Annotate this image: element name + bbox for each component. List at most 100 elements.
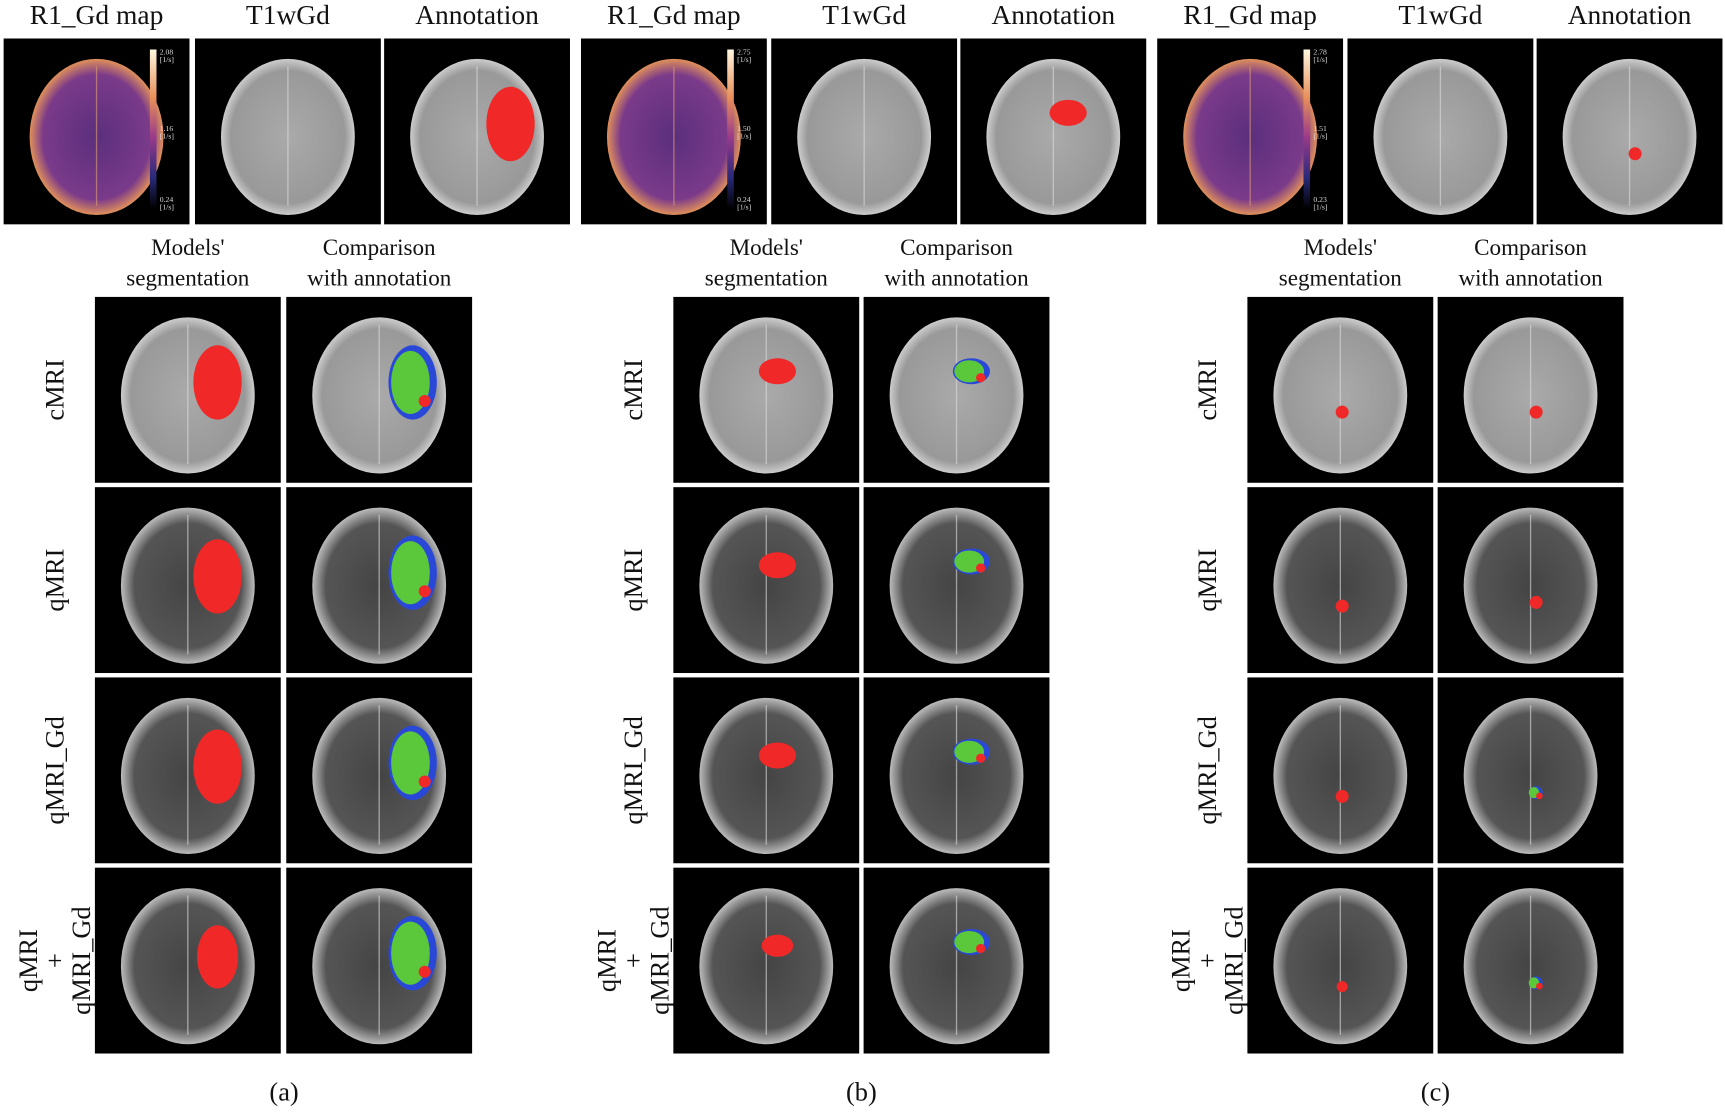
colorbar-tick: 0.23	[1313, 195, 1327, 204]
colorbar-unit: [1/s]	[160, 55, 174, 64]
mri-image	[194, 38, 381, 225]
mri-image	[286, 296, 473, 483]
row-label: qMRI_Gd	[40, 716, 70, 824]
tumor-mask	[193, 539, 242, 614]
image-label: Annotation	[1568, 0, 1692, 30]
colorbar-unit: [1/s]	[737, 132, 751, 141]
mri-image	[1437, 487, 1624, 674]
column-header: segmentation	[1279, 265, 1403, 291]
mri-image	[863, 677, 1050, 864]
image-label: R1_Gd map	[1183, 0, 1317, 30]
row-label: qMRI	[1192, 549, 1222, 612]
tumor-mask	[758, 742, 797, 769]
mri-image	[1347, 38, 1534, 225]
colorbar-unit: [1/s]	[160, 132, 174, 141]
tumor-mask	[197, 925, 239, 989]
false-positive	[1536, 792, 1543, 800]
colorbar-tick: 2.78	[1313, 48, 1327, 57]
false-positive	[418, 394, 431, 408]
mri-image	[673, 296, 860, 483]
mri-image	[673, 867, 860, 1054]
false-positive	[1536, 982, 1543, 990]
column-header: Comparison	[900, 234, 1013, 260]
column-header: with annotation	[1458, 265, 1603, 291]
column-header: Models'	[1304, 234, 1377, 260]
colorbar	[727, 49, 734, 209]
colorbar-tick: 1.16	[160, 124, 174, 133]
row-label: +	[1192, 953, 1222, 968]
row-label: qMRI	[1166, 929, 1196, 992]
image-label: T1wGd	[246, 0, 330, 30]
image-label: T1wGd	[822, 0, 906, 30]
column-header: segmentation	[705, 265, 829, 291]
row-label: cMRI	[618, 359, 648, 421]
image-label: Annotation	[415, 0, 539, 30]
false-positive	[418, 965, 431, 978]
colorbar-tick: 0.24	[160, 195, 174, 204]
tumor-mask	[193, 345, 242, 420]
mri-image	[1437, 677, 1624, 864]
mri-image	[384, 38, 570, 225]
tumor-mask	[758, 358, 797, 385]
mri-image	[286, 867, 473, 1054]
colorbar-tick: 1.51	[1313, 124, 1327, 133]
image-label: R1_Gd map	[607, 0, 741, 30]
column-header: with annotation	[307, 265, 452, 291]
colorbar-unit: [1/s]	[1313, 203, 1327, 212]
panel-caption: (c)	[1421, 1076, 1450, 1106]
tumor-mask	[761, 934, 794, 957]
mri-image	[1437, 867, 1624, 1054]
tumor-mask	[1529, 405, 1543, 419]
image-label: R1_Gd map	[30, 0, 164, 30]
colorbar-unit: [1/s]	[1313, 132, 1327, 141]
mri-image	[3, 38, 190, 225]
mri-image	[863, 296, 1050, 483]
row-label: qMRI	[592, 929, 622, 992]
colorbar-tick: 2.08	[160, 48, 174, 57]
tumor-mask	[1335, 789, 1349, 803]
false-positive	[976, 943, 986, 954]
false-positive	[976, 563, 986, 573]
row-label: qMRI	[13, 929, 43, 992]
mri-image	[94, 867, 281, 1054]
false-positive	[418, 585, 431, 598]
tumor-mask	[1335, 599, 1349, 613]
image-label: T1wGd	[1398, 0, 1482, 30]
row-label: +	[618, 953, 648, 968]
column-header: Models'	[151, 234, 224, 260]
mri-image	[286, 677, 473, 864]
row-label: cMRI	[40, 359, 70, 421]
mri-image	[1247, 677, 1434, 864]
panel-caption: (a)	[269, 1076, 298, 1106]
mri-image	[286, 487, 473, 674]
mri-image	[580, 38, 767, 225]
tumor-mask	[486, 86, 535, 162]
column-header: Comparison	[1474, 234, 1587, 260]
row-label: qMRI_Gd	[1192, 716, 1222, 824]
tumor-mask	[1628, 147, 1642, 161]
mri-image	[863, 487, 1050, 674]
colorbar-tick: 2.75	[737, 48, 751, 57]
column-header: segmentation	[126, 265, 250, 291]
colorbar-unit: [1/s]	[1313, 55, 1327, 64]
false-positive	[418, 775, 431, 788]
mri-image	[863, 867, 1050, 1054]
colorbar-unit: [1/s]	[737, 203, 751, 212]
mri-image	[771, 38, 958, 225]
column-header: Models'	[730, 234, 803, 260]
mri-image	[94, 487, 281, 674]
row-label: cMRI	[1192, 359, 1222, 421]
mri-image	[94, 296, 281, 483]
tumor-mask	[758, 552, 797, 579]
mri-image	[960, 38, 1147, 225]
tumor-mask	[193, 729, 242, 804]
colorbar-unit: [1/s]	[737, 55, 751, 64]
mri-image	[1247, 487, 1434, 674]
row-label: qMRI_Gd	[618, 716, 648, 824]
mri-image	[1157, 38, 1344, 225]
tumor-mask	[1336, 981, 1348, 993]
column-header: with annotation	[884, 265, 1029, 291]
mri-image	[1536, 38, 1723, 225]
tumor-mask	[1529, 595, 1543, 609]
